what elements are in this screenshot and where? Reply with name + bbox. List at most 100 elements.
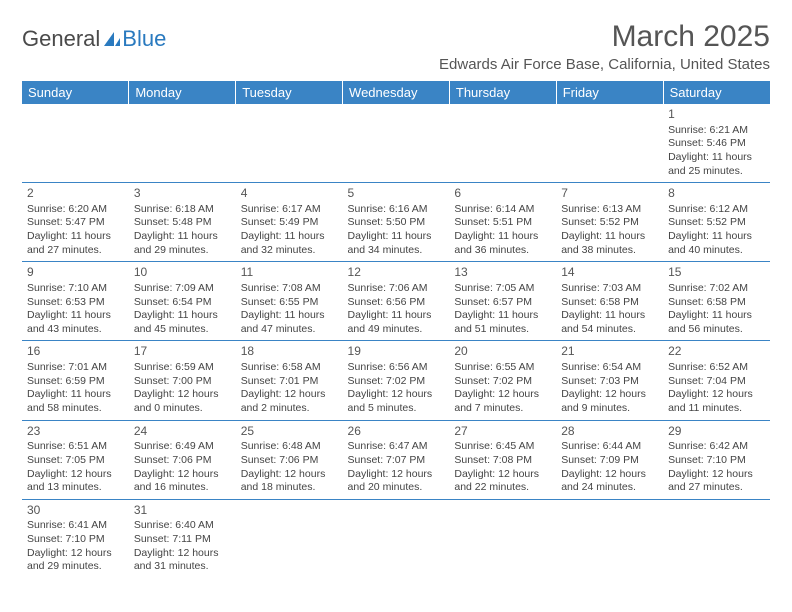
calendar-cell: 17Sunrise: 6:59 AMSunset: 7:00 PMDayligh… <box>129 341 236 420</box>
calendar-cell: 27Sunrise: 6:45 AMSunset: 7:08 PMDayligh… <box>449 420 556 499</box>
sunset-line: Sunset: 6:58 PM <box>561 296 658 310</box>
sunset-line: Sunset: 7:01 PM <box>241 375 338 389</box>
calendar-cell: 1Sunrise: 6:21 AMSunset: 5:46 PMDaylight… <box>663 104 770 183</box>
day-number: 27 <box>454 424 551 440</box>
day-number: 14 <box>561 265 658 281</box>
day-header: Sunday <box>22 81 129 104</box>
daylight-line: Daylight: 11 hours and 29 minutes. <box>134 230 231 257</box>
sunrise-line: Sunrise: 6:48 AM <box>241 440 338 454</box>
calendar-cell: 24Sunrise: 6:49 AMSunset: 7:06 PMDayligh… <box>129 420 236 499</box>
day-number: 31 <box>134 503 231 519</box>
calendar-cell: 20Sunrise: 6:55 AMSunset: 7:02 PMDayligh… <box>449 341 556 420</box>
sunrise-line: Sunrise: 6:12 AM <box>668 203 765 217</box>
sunset-line: Sunset: 5:48 PM <box>134 216 231 230</box>
day-number: 22 <box>668 344 765 360</box>
sunset-line: Sunset: 6:58 PM <box>668 296 765 310</box>
daylight-line: Daylight: 12 hours and 18 minutes. <box>241 468 338 495</box>
calendar-cell: 12Sunrise: 7:06 AMSunset: 6:56 PMDayligh… <box>343 262 450 341</box>
day-number: 23 <box>27 424 124 440</box>
calendar-cell: 31Sunrise: 6:40 AMSunset: 7:11 PMDayligh… <box>129 499 236 578</box>
sunset-line: Sunset: 7:04 PM <box>668 375 765 389</box>
sunrise-line: Sunrise: 7:05 AM <box>454 282 551 296</box>
daylight-line: Daylight: 12 hours and 0 minutes. <box>134 388 231 415</box>
calendar-cell <box>343 499 450 578</box>
calendar-cell: 10Sunrise: 7:09 AMSunset: 6:54 PMDayligh… <box>129 262 236 341</box>
day-header: Saturday <box>663 81 770 104</box>
day-number: 8 <box>668 186 765 202</box>
sunset-line: Sunset: 7:06 PM <box>241 454 338 468</box>
day-number: 15 <box>668 265 765 281</box>
sunset-line: Sunset: 7:06 PM <box>134 454 231 468</box>
sunrise-line: Sunrise: 6:59 AM <box>134 361 231 375</box>
sunset-line: Sunset: 5:52 PM <box>561 216 658 230</box>
calendar-cell: 29Sunrise: 6:42 AMSunset: 7:10 PMDayligh… <box>663 420 770 499</box>
calendar-cell: 16Sunrise: 7:01 AMSunset: 6:59 PMDayligh… <box>22 341 129 420</box>
calendar-cell <box>556 499 663 578</box>
day-number: 4 <box>241 186 338 202</box>
day-number: 17 <box>134 344 231 360</box>
sunrise-line: Sunrise: 7:08 AM <box>241 282 338 296</box>
sunrise-line: Sunrise: 6:18 AM <box>134 203 231 217</box>
daylight-line: Daylight: 11 hours and 27 minutes. <box>27 230 124 257</box>
daylight-line: Daylight: 12 hours and 16 minutes. <box>134 468 231 495</box>
calendar-cell: 13Sunrise: 7:05 AMSunset: 6:57 PMDayligh… <box>449 262 556 341</box>
sunrise-line: Sunrise: 6:58 AM <box>241 361 338 375</box>
sunrise-line: Sunrise: 6:47 AM <box>348 440 445 454</box>
sunrise-line: Sunrise: 6:41 AM <box>27 519 124 533</box>
sunset-line: Sunset: 7:00 PM <box>134 375 231 389</box>
day-number: 6 <box>454 186 551 202</box>
day-number: 9 <box>27 265 124 281</box>
daylight-line: Daylight: 12 hours and 13 minutes. <box>27 468 124 495</box>
sunset-line: Sunset: 5:46 PM <box>668 137 765 151</box>
day-number: 24 <box>134 424 231 440</box>
calendar-cell: 11Sunrise: 7:08 AMSunset: 6:55 PMDayligh… <box>236 262 343 341</box>
day-header: Tuesday <box>236 81 343 104</box>
day-number: 7 <box>561 186 658 202</box>
calendar-cell: 7Sunrise: 6:13 AMSunset: 5:52 PMDaylight… <box>556 183 663 262</box>
sunset-line: Sunset: 7:05 PM <box>27 454 124 468</box>
sunrise-line: Sunrise: 6:16 AM <box>348 203 445 217</box>
day-header: Thursday <box>449 81 556 104</box>
sunset-line: Sunset: 6:56 PM <box>348 296 445 310</box>
logo-text-2: Blue <box>122 26 166 52</box>
calendar-table: SundayMondayTuesdayWednesdayThursdayFrid… <box>22 81 770 578</box>
daylight-line: Daylight: 12 hours and 31 minutes. <box>134 547 231 574</box>
day-number: 29 <box>668 424 765 440</box>
sunset-line: Sunset: 5:50 PM <box>348 216 445 230</box>
calendar-cell <box>236 499 343 578</box>
sunset-line: Sunset: 7:11 PM <box>134 533 231 547</box>
sunset-line: Sunset: 6:59 PM <box>27 375 124 389</box>
calendar-cell: 21Sunrise: 6:54 AMSunset: 7:03 PMDayligh… <box>556 341 663 420</box>
day-number: 26 <box>348 424 445 440</box>
daylight-line: Daylight: 11 hours and 47 minutes. <box>241 309 338 336</box>
calendar-cell: 2Sunrise: 6:20 AMSunset: 5:47 PMDaylight… <box>22 183 129 262</box>
sunrise-line: Sunrise: 6:52 AM <box>668 361 765 375</box>
sunrise-line: Sunrise: 6:55 AM <box>454 361 551 375</box>
sunrise-line: Sunrise: 6:17 AM <box>241 203 338 217</box>
daylight-line: Daylight: 11 hours and 58 minutes. <box>27 388 124 415</box>
calendar-cell <box>449 499 556 578</box>
daylight-line: Daylight: 12 hours and 2 minutes. <box>241 388 338 415</box>
calendar-cell: 19Sunrise: 6:56 AMSunset: 7:02 PMDayligh… <box>343 341 450 420</box>
sunrise-line: Sunrise: 6:42 AM <box>668 440 765 454</box>
day-number: 28 <box>561 424 658 440</box>
calendar-cell: 4Sunrise: 6:17 AMSunset: 5:49 PMDaylight… <box>236 183 343 262</box>
sunrise-line: Sunrise: 6:51 AM <box>27 440 124 454</box>
daylight-line: Daylight: 12 hours and 20 minutes. <box>348 468 445 495</box>
sunset-line: Sunset: 6:53 PM <box>27 296 124 310</box>
sunrise-line: Sunrise: 6:49 AM <box>134 440 231 454</box>
sunrise-line: Sunrise: 7:06 AM <box>348 282 445 296</box>
daylight-line: Daylight: 11 hours and 36 minutes. <box>454 230 551 257</box>
day-header: Friday <box>556 81 663 104</box>
daylight-line: Daylight: 12 hours and 9 minutes. <box>561 388 658 415</box>
sunrise-line: Sunrise: 6:20 AM <box>27 203 124 217</box>
daylight-line: Daylight: 11 hours and 54 minutes. <box>561 309 658 336</box>
calendar-cell: 30Sunrise: 6:41 AMSunset: 7:10 PMDayligh… <box>22 499 129 578</box>
sunrise-line: Sunrise: 7:09 AM <box>134 282 231 296</box>
sunset-line: Sunset: 7:10 PM <box>668 454 765 468</box>
day-number: 16 <box>27 344 124 360</box>
sunrise-line: Sunrise: 6:13 AM <box>561 203 658 217</box>
calendar-cell <box>22 104 129 183</box>
sunrise-line: Sunrise: 7:02 AM <box>668 282 765 296</box>
daylight-line: Daylight: 12 hours and 29 minutes. <box>27 547 124 574</box>
